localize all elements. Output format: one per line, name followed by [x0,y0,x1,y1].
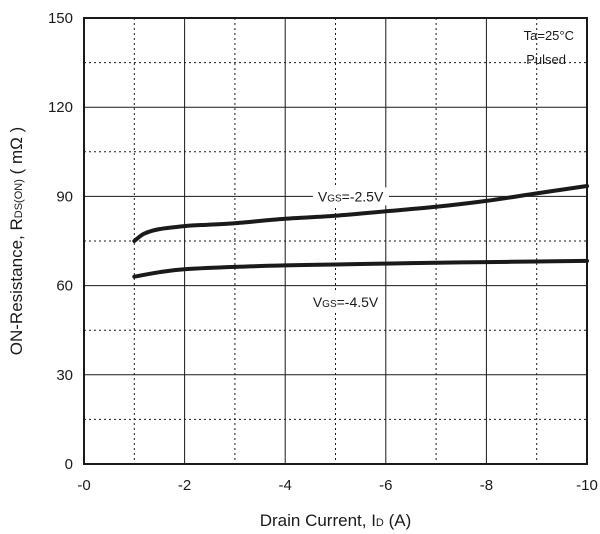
grid-lines [84,18,587,464]
x-axis-label-main: Drain Current, I [260,511,376,530]
x-tick-label: -6 [379,477,392,494]
condition-temperature: Ta=25°C [524,28,574,43]
series-label-value: =-4.5V [337,294,379,310]
series-label-value: =-2.5V [342,188,384,204]
series-label-background [307,292,384,311]
series-label-main: V [318,188,328,204]
y-tick-label: 120 [48,99,73,116]
series-label-vgs-2.5v: VGS=-2.5V [312,187,389,206]
series-line-0 [132,184,589,243]
series-label-background [312,187,389,206]
x-tick-label: -0 [77,477,90,494]
x-tick-label: -2 [178,477,191,494]
x-tick-label: -4 [279,477,292,494]
condition-pulsed: Pulsed [526,52,566,67]
tick-labels: -0 -2 -4 -6 -8 -10 0 30 60 90 120 150 [48,10,598,494]
y-tick-label: 30 [56,367,73,384]
series-line-1 [132,258,589,279]
x-axis-label-subscript: D [376,517,384,529]
series-label-text: VGS=-4.5V [313,294,379,310]
x-axis-label-unit: (A) [384,511,411,530]
y-axis-label: ON-Resistance, RDS(ON) ( mΩ ) [7,127,26,355]
plot-frame [83,17,588,465]
series-label-vgs-4.5v: VGS=-4.5V [307,292,384,311]
series-layer [132,184,589,279]
series-label-main: V [313,294,323,310]
x-tick-label: -8 [480,477,493,494]
series-label-subscript: GS [327,193,342,204]
y-axis-label-subscript: DS(ON) [13,179,25,218]
y-tick-label: 90 [56,188,73,205]
x-axis-label: Drain Current, ID (A) [260,511,412,530]
y-axis-label-unit: ( mΩ ) [7,127,26,179]
series-label-subscript: GS [322,299,337,310]
y-tick-label: 60 [56,278,73,295]
y-axis-label-main: ON-Resistance, R [7,218,26,355]
y-tick-label: 150 [48,10,73,27]
y-tick-label: 0 [65,456,73,473]
series-label-text: VGS=-2.5V [318,188,384,204]
x-tick-label: -10 [576,477,598,494]
